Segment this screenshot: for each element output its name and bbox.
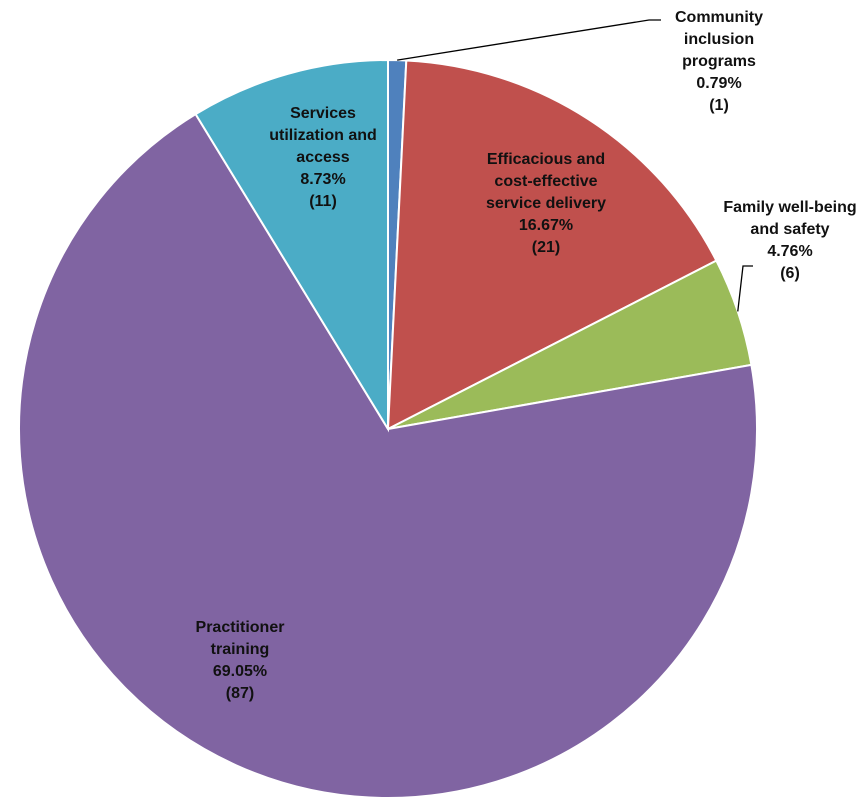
leader-lines: [397, 19, 753, 312]
label-count: (6): [780, 265, 800, 282]
label-name-line: and safety: [750, 221, 829, 238]
label-name-line: Services: [290, 105, 356, 122]
slice-label-family-well-being-and-safety: Family well-being and safety 4.76% (6): [723, 199, 856, 282]
pie-slice-practitioner-training: [18, 112, 758, 798]
leader-line-community-inclusion-programs: [397, 19, 661, 61]
label-name-line: service delivery: [486, 195, 606, 212]
label-percent: 4.76%: [767, 243, 812, 260]
label-name-line: cost-effective: [494, 173, 597, 190]
label-name-line: access: [296, 149, 349, 166]
slice-label-efficacious-and-cost-effective-service-delivery: Efficacious and cost-effective service del…: [486, 151, 606, 256]
slice-label-services-utilization-and-access: Services utilization and access 8.73% (11): [269, 105, 377, 210]
label-name-line: inclusion: [684, 31, 754, 48]
label-percent: 16.67%: [519, 217, 573, 234]
slice-labels: Community inclusion programs 0.79% (1) Effica…: [196, 9, 857, 702]
pie-slices: [18, 58, 758, 798]
slice-label-practitioner-training: Practitioner training 69.05% (87): [196, 619, 285, 702]
label-name-line: programs: [682, 53, 756, 70]
label-count: (87): [226, 685, 254, 702]
label-name-line: Community: [675, 9, 763, 26]
label-percent: 0.79%: [696, 75, 741, 92]
leader-line-family-well-being-and-safety: [737, 265, 753, 312]
label-name-line: Family well-being: [723, 199, 856, 216]
label-count: (11): [309, 193, 337, 210]
pie-slice-efficacious-and-cost-effective-service-delivery: [386, 59, 718, 431]
label-name-line: utilization and: [269, 127, 377, 144]
label-name-line: Practitioner: [196, 619, 285, 636]
label-count: (21): [532, 239, 560, 256]
label-name-line: Efficacious and: [487, 151, 605, 168]
pie-slice-services-utilization-and-access: [194, 58, 389, 433]
label-percent: 8.73%: [300, 171, 345, 188]
label-percent: 69.05%: [213, 663, 267, 680]
slice-label-community-inclusion-programs: Community inclusion programs 0.79% (1): [675, 9, 763, 114]
label-name-line: training: [211, 641, 270, 658]
label-count: (1): [709, 97, 729, 114]
